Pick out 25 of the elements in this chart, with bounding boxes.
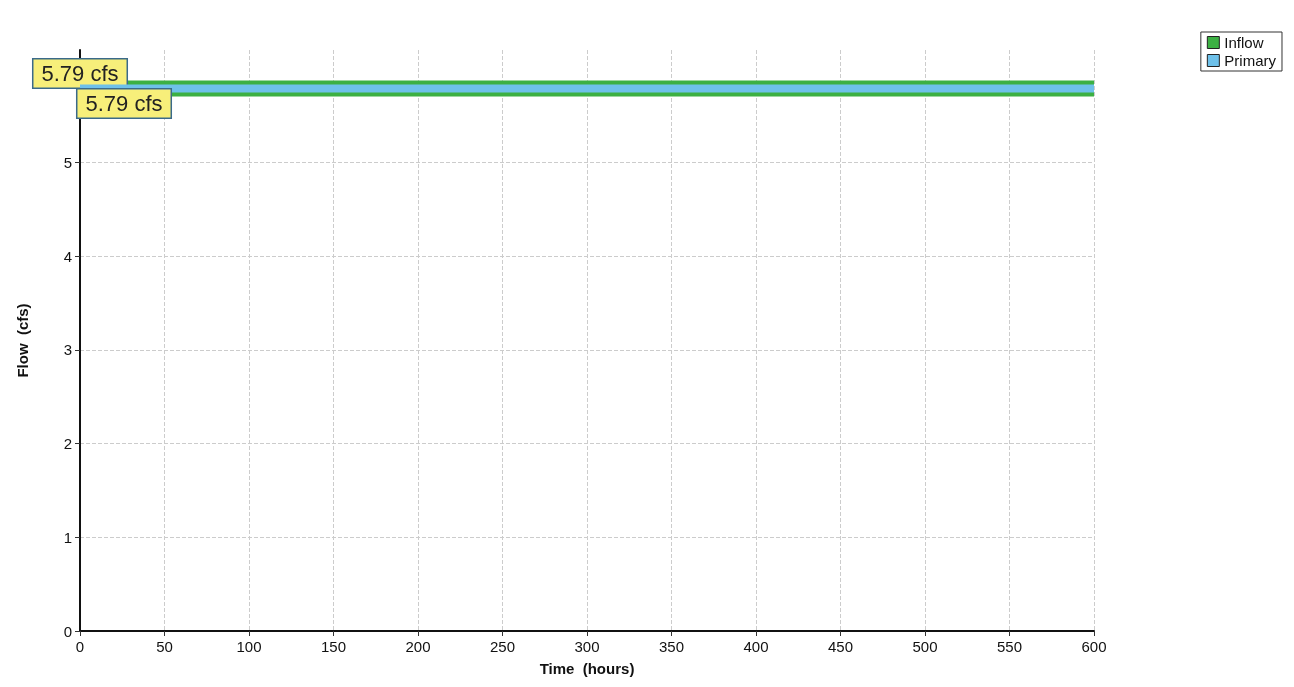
x-tick-label: 450	[827, 638, 854, 655]
y-tick-label: 5	[63, 153, 72, 171]
legend-label: Primary	[1224, 52, 1277, 69]
y-tick-label: 4	[63, 247, 72, 265]
y-tick-label: 1	[63, 528, 72, 546]
x-tick-label: 600	[1081, 638, 1107, 655]
x-tick-label: 0	[75, 638, 85, 655]
x-tick-label: 250	[489, 638, 516, 655]
x-tick-label: 300	[574, 638, 600, 655]
data-label: 5.79 cfs	[85, 90, 163, 116]
legend-label: Inflow	[1224, 34, 1264, 51]
x-tick-label: 350	[658, 638, 685, 655]
y-tick-label: 3	[63, 341, 72, 359]
x-axis-title: Time (hours)	[539, 660, 635, 677]
x-tick-label: 400	[743, 638, 769, 655]
x-tick-label: 550	[996, 638, 1023, 655]
data-label: 5.79 cfs	[41, 60, 119, 86]
x-tick-label: 500	[912, 638, 938, 655]
x-tick-label: 200	[405, 638, 431, 655]
x-tick-label: 50	[156, 638, 173, 655]
y-tick-label: 2	[63, 435, 72, 453]
y-axis-title: Flow (cfs)	[14, 303, 31, 378]
x-tick-label: 150	[320, 638, 347, 655]
x-tick-label: 100	[236, 638, 262, 655]
y-tick-label: 0	[63, 622, 72, 640]
